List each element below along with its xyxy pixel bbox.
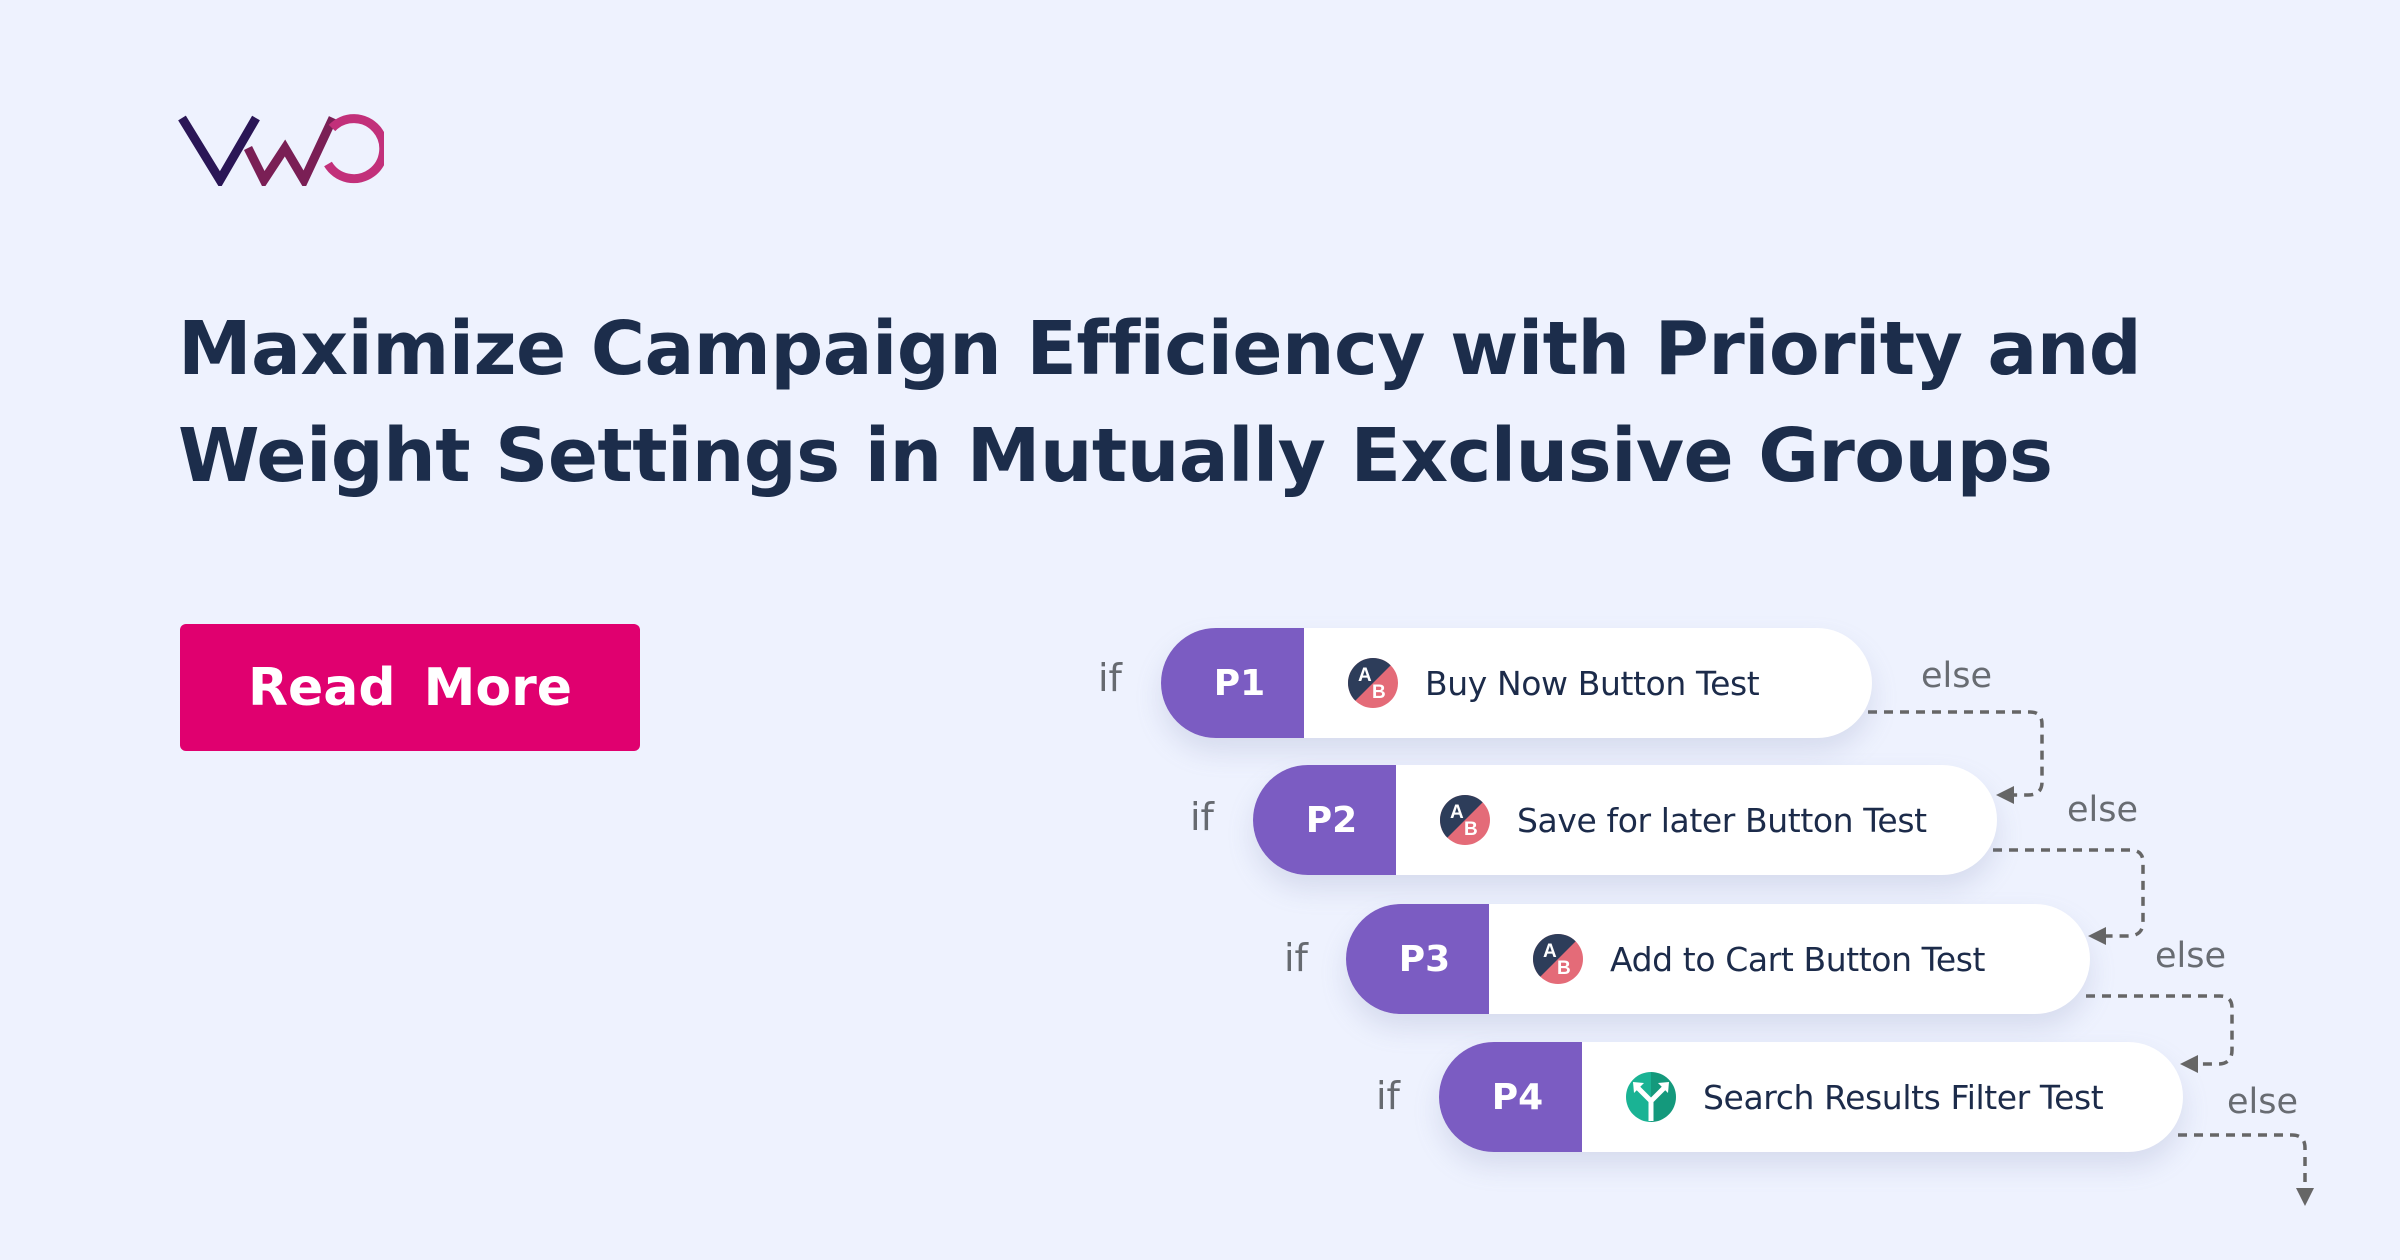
campaign-name: Save for later Button Test (1517, 800, 1927, 840)
logo-o-icon (324, 114, 384, 184)
svg-text:B: B (1372, 682, 1386, 703)
if-label-1: if (1098, 656, 1122, 700)
campaign-name: Search Results Filter Test (1703, 1077, 2104, 1117)
else-arrow-4 (2178, 1133, 2307, 1186)
else-label-1: else (1921, 656, 1993, 696)
arrowhead-2 (2088, 927, 2106, 945)
svg-text:B: B (1557, 958, 1571, 979)
campaign-name: Buy Now Button Test (1425, 663, 1760, 703)
priority-badge: P4 (1439, 1042, 1582, 1152)
else-label-4: else (2227, 1082, 2299, 1122)
svg-text:B: B (1464, 819, 1478, 840)
priority-badge: P1 (1161, 628, 1304, 738)
campaign-row-p1[interactable]: P1 A B Buy Now Button Test (1161, 628, 1872, 738)
else-label-2: else (2067, 790, 2139, 830)
arrowhead-3 (2180, 1055, 2198, 1073)
priority-badge: P2 (1253, 765, 1396, 875)
campaign-row-p2[interactable]: P2 A B Save for later Button Test (1253, 765, 1997, 875)
campaign-name: Add to Cart Button Test (1610, 939, 1986, 979)
vwo-logo[interactable] (178, 112, 384, 186)
ab-test-icon: A B (1348, 658, 1398, 708)
read-more-button[interactable]: Read More (180, 624, 640, 751)
campaign-row-p3[interactable]: P3 A B Add to Cart Button Test (1346, 904, 2090, 1014)
split-url-test-icon (1626, 1072, 1676, 1122)
title-line-1: Maximize Campaign Efficiency with Priori… (178, 306, 2142, 392)
if-label-4: if (1376, 1074, 1400, 1118)
ab-test-icon: A B (1440, 795, 1490, 845)
page-title: Maximize Campaign Efficiency with Priori… (178, 296, 2278, 510)
svg-text:A: A (1543, 941, 1557, 962)
priority-badge: P3 (1346, 904, 1489, 1014)
logo-v-icon (178, 115, 260, 186)
ab-test-icon: A B (1533, 934, 1583, 984)
if-label-2: if (1190, 795, 1214, 839)
title-line-2: Weight Settings in Mutually Exclusive Gr… (178, 413, 2053, 499)
campaign-row-p4[interactable]: P4 Search Results Filter Test (1439, 1042, 2183, 1152)
svg-text:A: A (1358, 665, 1372, 686)
svg-text:A: A (1450, 802, 1464, 823)
if-label-3: if (1284, 936, 1308, 980)
arrowhead-1 (1996, 786, 2014, 804)
else-label-3: else (2155, 936, 2227, 976)
logo-w-icon (243, 116, 338, 186)
arrowhead-4 (2296, 1188, 2314, 1206)
